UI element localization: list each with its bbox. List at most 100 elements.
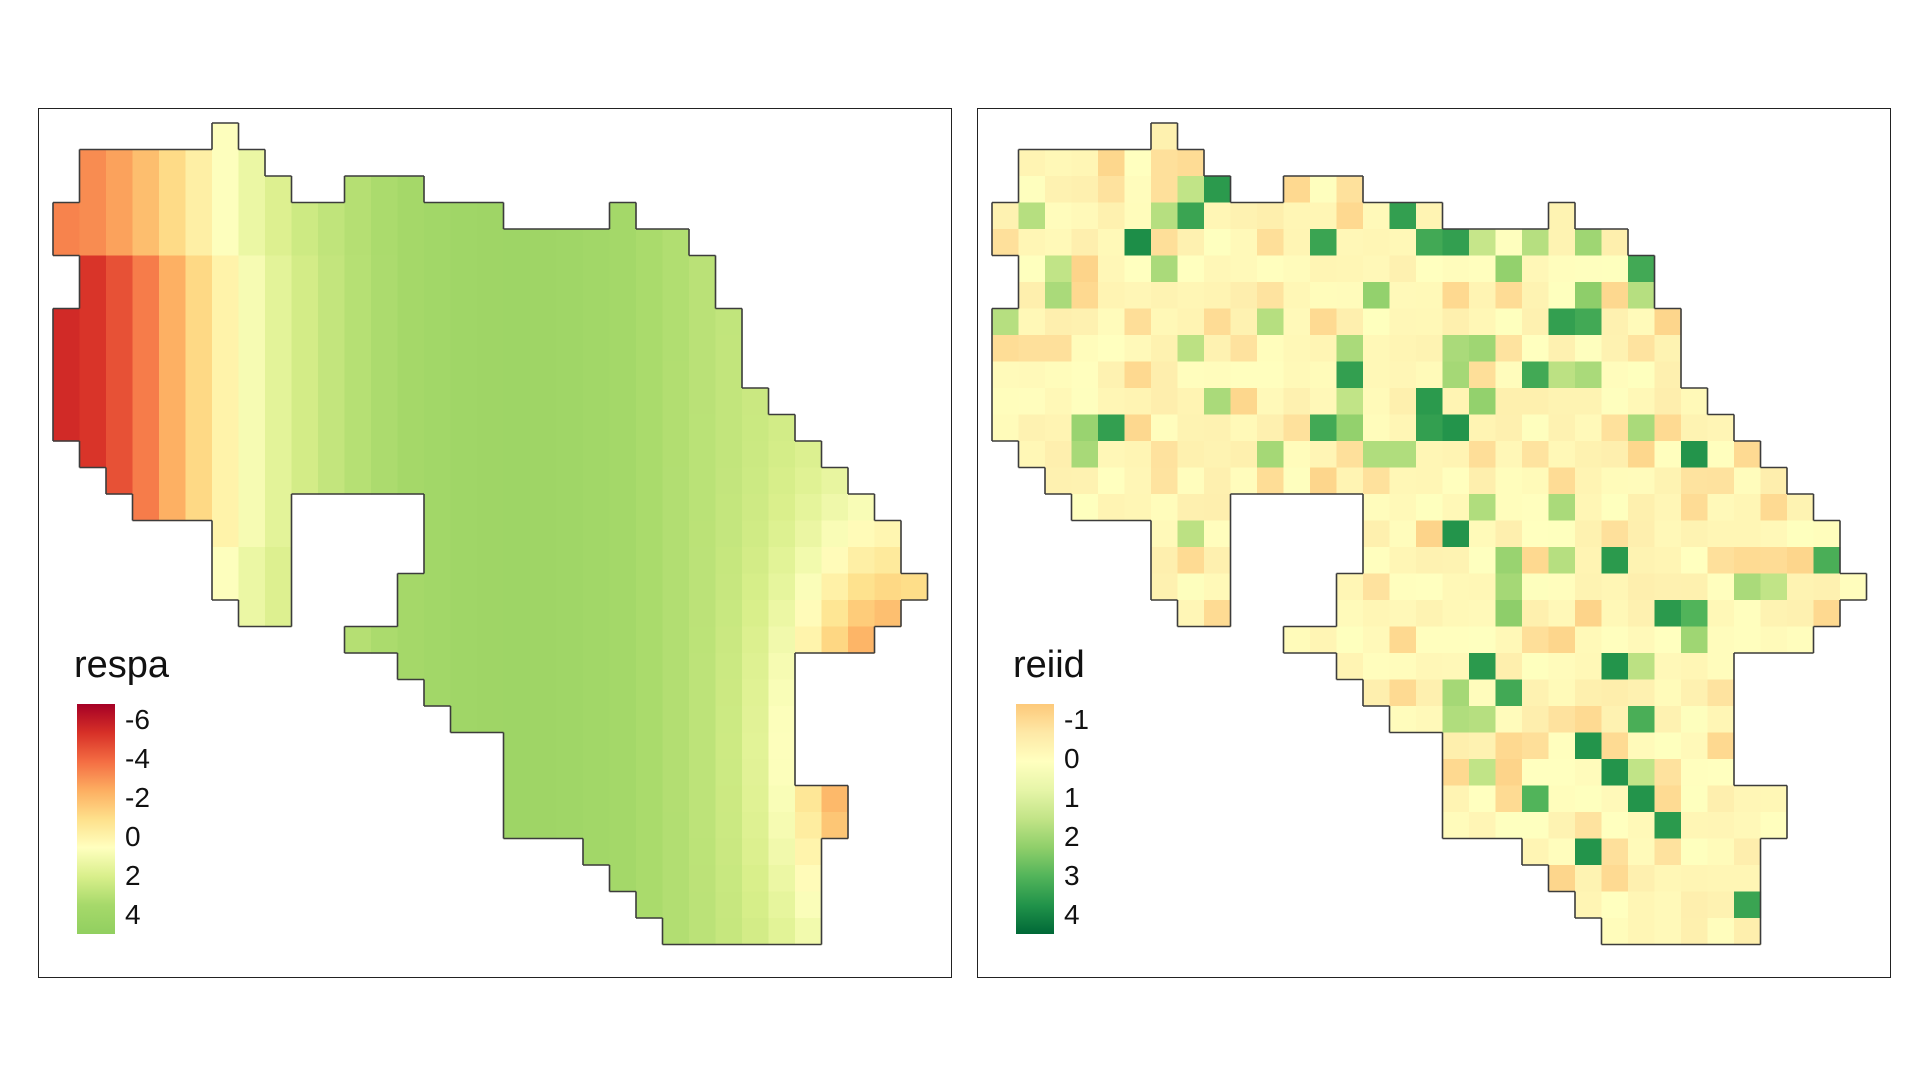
map-cell bbox=[609, 865, 637, 893]
map-cell bbox=[1575, 494, 1603, 522]
map-cell bbox=[768, 573, 796, 601]
map-cell bbox=[1283, 202, 1311, 230]
map-cell bbox=[1707, 732, 1735, 760]
map-cell bbox=[212, 149, 240, 177]
map-cell bbox=[1257, 229, 1285, 257]
map-cell bbox=[556, 785, 584, 813]
map-cell bbox=[715, 414, 743, 442]
map-cell bbox=[742, 918, 770, 946]
map-cell bbox=[344, 388, 372, 416]
map-cell bbox=[689, 520, 717, 548]
map-cell bbox=[636, 732, 664, 760]
map-cell bbox=[1442, 626, 1470, 654]
map-cell bbox=[1124, 176, 1152, 204]
map-cell bbox=[1310, 308, 1338, 336]
map-cell bbox=[636, 838, 664, 866]
map-cell bbox=[556, 388, 584, 416]
map-cell bbox=[1442, 414, 1470, 442]
map-cell bbox=[1707, 838, 1735, 866]
map-cell bbox=[583, 441, 611, 469]
map-cell bbox=[159, 308, 187, 336]
map-cell bbox=[53, 202, 81, 230]
map-cell bbox=[715, 891, 743, 919]
map-cell bbox=[265, 441, 293, 469]
map-cell bbox=[1257, 335, 1285, 363]
map-cell bbox=[1018, 441, 1046, 469]
map-cell bbox=[1654, 891, 1682, 919]
map-cell bbox=[583, 573, 611, 601]
map-cell bbox=[1442, 600, 1470, 628]
map-cell bbox=[992, 361, 1020, 389]
map-cell bbox=[742, 785, 770, 813]
map-cell bbox=[1283, 388, 1311, 416]
map-cell bbox=[212, 388, 240, 416]
map-cell bbox=[1522, 732, 1550, 760]
map-cell bbox=[768, 812, 796, 840]
map-cell bbox=[371, 467, 399, 495]
map-cell bbox=[1548, 494, 1576, 522]
map-cell bbox=[689, 388, 717, 416]
map-cell bbox=[185, 229, 213, 257]
map-cell bbox=[1310, 255, 1338, 283]
map-cell bbox=[1548, 547, 1576, 575]
map-cell bbox=[106, 149, 134, 177]
map-cell bbox=[1654, 335, 1682, 363]
map-cell bbox=[450, 547, 478, 575]
map-cell bbox=[583, 626, 611, 654]
map-cell bbox=[1760, 494, 1788, 522]
map-cell bbox=[1230, 361, 1258, 389]
map-cell bbox=[530, 467, 558, 495]
map-cell bbox=[609, 229, 637, 257]
map-cell bbox=[1071, 202, 1099, 230]
map-cell bbox=[742, 838, 770, 866]
map-cell bbox=[1336, 467, 1364, 495]
map-cell bbox=[1098, 282, 1126, 310]
map-cell bbox=[1045, 176, 1073, 204]
map-cell bbox=[1575, 706, 1603, 734]
map-cell bbox=[1681, 865, 1709, 893]
map-cell bbox=[1151, 547, 1179, 575]
map-cell bbox=[1098, 149, 1126, 177]
map-cell bbox=[318, 388, 346, 416]
map-cell bbox=[1575, 255, 1603, 283]
map-cell bbox=[689, 891, 717, 919]
map-cell bbox=[1707, 573, 1735, 601]
map-cell bbox=[556, 732, 584, 760]
map-cell bbox=[53, 388, 81, 416]
map-cell bbox=[530, 308, 558, 336]
map-cell bbox=[1575, 282, 1603, 310]
map-cell bbox=[1442, 679, 1470, 707]
map-cell bbox=[636, 679, 664, 707]
map-cell bbox=[106, 361, 134, 389]
map-cell bbox=[609, 626, 637, 654]
choropleth-map-reiid bbox=[991, 122, 1868, 946]
map-cell bbox=[795, 547, 823, 575]
map-cell bbox=[53, 361, 81, 389]
map-cell bbox=[1548, 573, 1576, 601]
map-panel-respa: respa -6 -4 -2 0 2 4 bbox=[38, 108, 952, 978]
map-cell bbox=[79, 176, 107, 204]
map-cell bbox=[768, 865, 796, 893]
map-cell bbox=[1654, 520, 1682, 548]
map-cell bbox=[1177, 308, 1205, 336]
map-cell bbox=[662, 547, 690, 575]
map-cell bbox=[768, 679, 796, 707]
map-cell bbox=[1098, 176, 1126, 204]
map-cell bbox=[636, 467, 664, 495]
map-cell bbox=[1124, 414, 1152, 442]
map-cell bbox=[1310, 335, 1338, 363]
map-cell bbox=[450, 388, 478, 416]
map-cell bbox=[1257, 282, 1285, 310]
map-cell bbox=[795, 812, 823, 840]
map-cell bbox=[1363, 388, 1391, 416]
map-cell bbox=[1363, 414, 1391, 442]
map-cell bbox=[477, 441, 505, 469]
map-cell bbox=[397, 335, 425, 363]
map-cell bbox=[424, 467, 452, 495]
map-cell bbox=[1336, 573, 1364, 601]
map-cell bbox=[265, 547, 293, 575]
map-cell bbox=[1522, 308, 1550, 336]
map-cell bbox=[530, 732, 558, 760]
map-cell bbox=[1389, 255, 1417, 283]
map-cell bbox=[1548, 838, 1576, 866]
